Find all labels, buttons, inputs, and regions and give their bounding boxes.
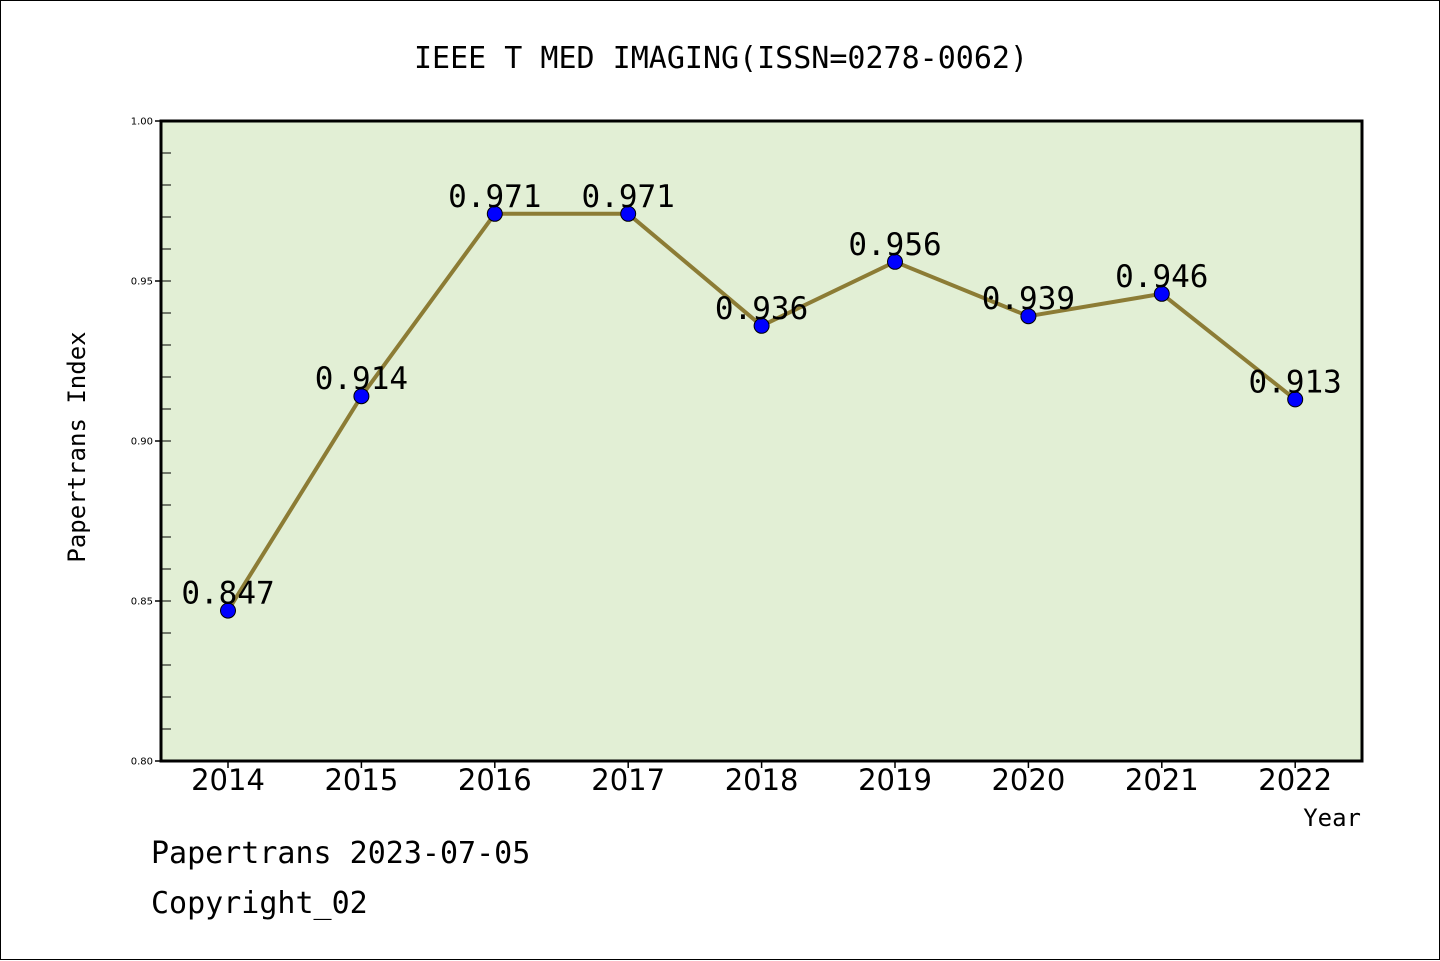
x-tick-label: 2021 <box>1125 763 1199 797</box>
x-tick-label: 2017 <box>591 763 665 797</box>
data-label: 0.914 <box>315 361 408 397</box>
data-point <box>220 602 236 619</box>
y-axis-label: Papertrans Index <box>63 331 91 562</box>
data-label: 0.939 <box>982 281 1075 317</box>
data-label: 0.936 <box>715 291 808 327</box>
y-tick-label: 1.00 <box>131 117 153 128</box>
data-point <box>887 253 903 270</box>
data-label: 0.946 <box>1115 259 1208 295</box>
footer-copyright-text: Copyright_02 <box>151 886 368 921</box>
data-point <box>353 388 370 405</box>
data-label: 0.913 <box>1249 364 1342 400</box>
y-minor-ticks <box>161 120 171 762</box>
data-point <box>1287 391 1304 408</box>
x-axis-label: Year <box>1303 804 1361 832</box>
y-tick-label: 0.80 <box>131 757 153 768</box>
data-label: 0.847 <box>181 576 274 612</box>
x-tick-label: 2014 <box>191 763 265 797</box>
data-label: 0.971 <box>582 179 675 215</box>
data-point <box>620 205 637 222</box>
y-tick-label: 0.90 <box>131 437 153 448</box>
data-point <box>486 205 503 222</box>
x-tick-labels: 2014 2015 2016 2017 2018 2019 2020 2021 2022 <box>191 763 1332 797</box>
x-tick-label: 2018 <box>725 763 799 797</box>
data-labels: 0.847 0.914 0.971 0.971 0.936 0.956 0.939 0.946… <box>181 179 1342 612</box>
data-point <box>1153 285 1170 302</box>
data-label: 0.956 <box>848 227 941 263</box>
x-tick-label: 2016 <box>458 763 532 797</box>
x-tick-label: 2019 <box>858 763 932 797</box>
y-tick-label: 0.95 <box>131 277 153 288</box>
x-tick-label: 2015 <box>324 763 398 797</box>
data-markers <box>220 205 1304 619</box>
data-label: 0.971 <box>448 179 541 215</box>
y-tick-labels: 0.80 0.85 0.90 0.95 1.00 <box>131 117 153 768</box>
y-tick-label: 0.85 <box>131 597 153 608</box>
data-point <box>1020 308 1037 325</box>
x-tick-label: 2022 <box>1258 763 1332 797</box>
plot-border <box>159 119 1364 763</box>
x-tick-label: 2020 <box>991 763 1065 797</box>
data-point <box>753 317 770 334</box>
chart-title: IEEE T MED IMAGING(ISSN=0278-0062) <box>414 41 1028 76</box>
footer-date-text: Papertrans 2023-07-05 <box>151 836 531 871</box>
plot-area <box>161 121 1362 761</box>
